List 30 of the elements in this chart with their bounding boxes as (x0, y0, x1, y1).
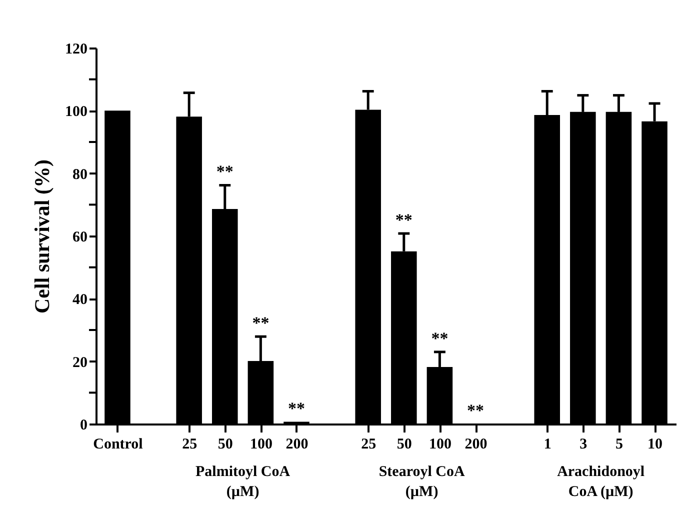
y-tick-label: 100 (65, 104, 88, 120)
y-tick-label: 120 (65, 42, 88, 58)
y-tick-label: 0 (80, 418, 88, 434)
x-tick-label: 25 (182, 436, 198, 452)
x-tick-label: 25 (361, 436, 376, 452)
x-tick-label: 100 (428, 436, 452, 452)
data-label: ** (467, 401, 484, 420)
data-label: ** (431, 328, 448, 348)
x-tick-label: 50 (218, 436, 233, 452)
y-axis-title: Cell survival (%) (30, 160, 54, 314)
data-label: ** (216, 162, 234, 182)
x-tick-label: 5 (615, 436, 623, 452)
text: Stearoyl CoA (µM) (378, 464, 465, 500)
data-label: ** (252, 314, 270, 333)
y-tick-label: 20 (72, 354, 88, 371)
x-tick-label: 10 (648, 436, 663, 452)
y-tick-label: 40 (72, 292, 88, 308)
x-tick-label: 200 (286, 436, 308, 452)
x-tick-label: 100 (250, 436, 272, 452)
x-tick-label: 50 (396, 436, 412, 452)
text: Arachidonoyl CoA (µM) (557, 464, 645, 500)
y-tick-label: 80 (72, 166, 88, 183)
data-label: ** (395, 210, 412, 230)
x-tick-label: Control (93, 436, 143, 452)
x-tick-label: 200 (464, 436, 488, 452)
x-tick-label: 3 (580, 436, 588, 452)
y-tick-label: 60 (72, 230, 88, 246)
data-label: ** (288, 398, 305, 418)
text: Palmitoyl CoA (µM) (196, 464, 290, 500)
x-tick-label: 1 (544, 436, 552, 452)
